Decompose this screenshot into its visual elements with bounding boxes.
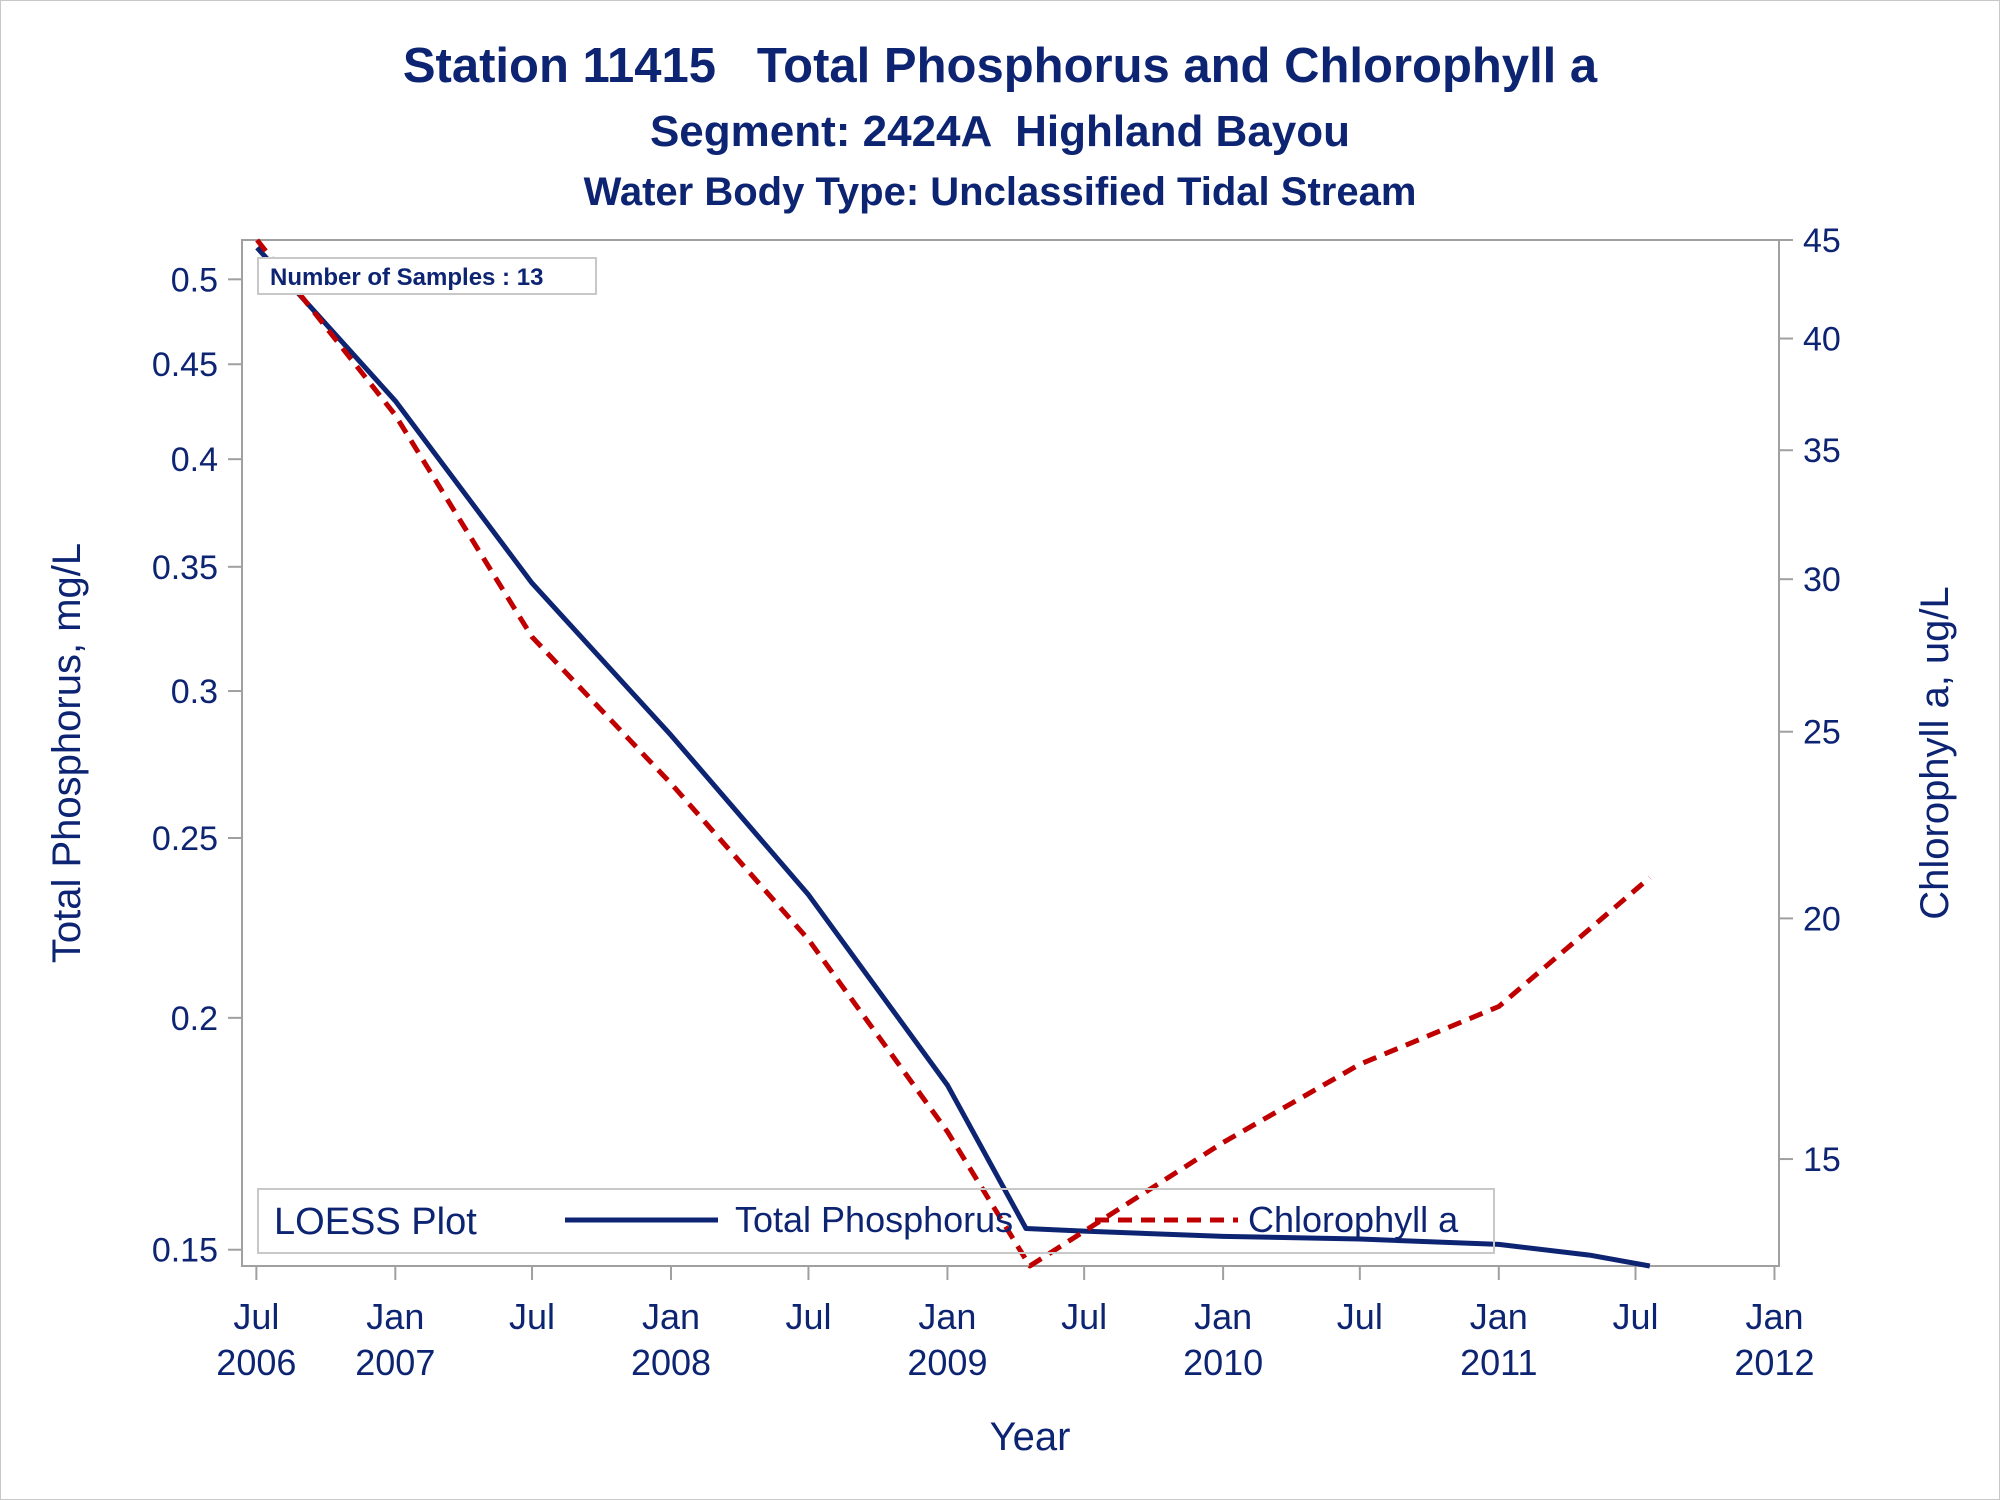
y-tick-label: 0.25 bbox=[152, 820, 218, 858]
y-tick-label: 0.4 bbox=[171, 441, 218, 479]
x-tick-label-year: 2008 bbox=[631, 1342, 711, 1383]
x-tick-label-year: 2007 bbox=[355, 1342, 435, 1383]
y2-axis-title: Chlorophyll a, ug/L bbox=[1913, 586, 1957, 920]
x-tick-label-year: 2011 bbox=[1460, 1342, 1537, 1383]
x-tick-label: Jan bbox=[1745, 1296, 1803, 1337]
series-lines bbox=[255, 238, 1652, 1269]
sample-count-box: Number of Samples : 13 bbox=[257, 257, 597, 295]
x-tick-label: Jul bbox=[1612, 1296, 1658, 1337]
x-tick-label-year: 2012 bbox=[1734, 1342, 1814, 1383]
sample-count-label: Number of Samples : 13 bbox=[270, 264, 543, 291]
x-tick-label-year: 2006 bbox=[216, 1342, 296, 1383]
y-axis-title: Total Phosphorus, mg/L bbox=[45, 543, 89, 963]
x-tick-label: Jul bbox=[1061, 1296, 1107, 1337]
y-tick-label: 0.5 bbox=[171, 261, 218, 299]
sample-count-frame bbox=[257, 257, 597, 295]
y2-tick-label: 20 bbox=[1803, 900, 1841, 938]
legend-label-chlorophyll: Chlorophyll a bbox=[1248, 1199, 1459, 1240]
x-tick-label: Jan bbox=[366, 1296, 424, 1337]
x-tick-label: Jul bbox=[509, 1296, 555, 1337]
x-tick-label: Jul bbox=[785, 1296, 831, 1337]
legend-title: LOESS Plot bbox=[274, 1201, 477, 1243]
x-tick-label: Jan bbox=[1470, 1296, 1528, 1337]
x-tick-label: Jan bbox=[918, 1296, 976, 1337]
series-line-total-phosphorus bbox=[255, 246, 1651, 1269]
x-tick-label: Jan bbox=[642, 1296, 700, 1337]
x-tick-label: Jan bbox=[1194, 1296, 1252, 1337]
chart-subtitle-2: Water Body Type: Unclassified Tidal Stre… bbox=[583, 170, 1417, 214]
y-axis-left: 0.15 0.2 0.25 0.3 0.35 0.4 0.45 0.5 bbox=[152, 261, 242, 1270]
x-tick-label-year: 2009 bbox=[907, 1342, 987, 1383]
x-tick-label-year: 2010 bbox=[1183, 1342, 1263, 1383]
chart-subtitle: Segment: 2424A Highland Bayou bbox=[649, 107, 1351, 156]
y2-tick-label: 25 bbox=[1803, 714, 1841, 752]
y-tick-label: 0.45 bbox=[152, 346, 218, 384]
series-line-chlorophyll-a bbox=[255, 238, 1652, 1269]
legend-label-total-phosphorus: Total Phosphorus bbox=[735, 1199, 1013, 1240]
y-axis-right: 15 20 25 30 35 40 45 bbox=[1779, 222, 1841, 1179]
x-tick-label: Jul bbox=[233, 1296, 279, 1337]
y2-tick-label: 35 bbox=[1803, 432, 1841, 470]
y-tick-label: 0.35 bbox=[152, 549, 218, 587]
y-tick-label: 0.2 bbox=[171, 1000, 218, 1038]
y2-tick-label: 15 bbox=[1803, 1141, 1841, 1179]
y-tick-label: 0.15 bbox=[152, 1232, 218, 1270]
x-axis-title: Year bbox=[990, 1415, 1071, 1459]
plot-area bbox=[241, 239, 1780, 1267]
y2-tick-label: 30 bbox=[1803, 561, 1841, 599]
x-tick-label: Jul bbox=[1337, 1296, 1383, 1337]
x-axis: Jul 2006 Jan 2007 Jul Jan 2008 Jul Jan 2009 Jul Jan… bbox=[216, 1265, 1815, 1383]
y2-tick-label: 40 bbox=[1803, 321, 1841, 359]
legend: LOESS Plot Total Phosphorus Chlorophyll … bbox=[257, 1188, 1495, 1254]
chart-title: Station 11415 Total Phosphorus and Chlor… bbox=[402, 39, 1598, 93]
y2-tick-label: 45 bbox=[1803, 222, 1841, 260]
legend-frame bbox=[257, 1188, 1495, 1254]
y-tick-label: 0.3 bbox=[171, 673, 218, 711]
